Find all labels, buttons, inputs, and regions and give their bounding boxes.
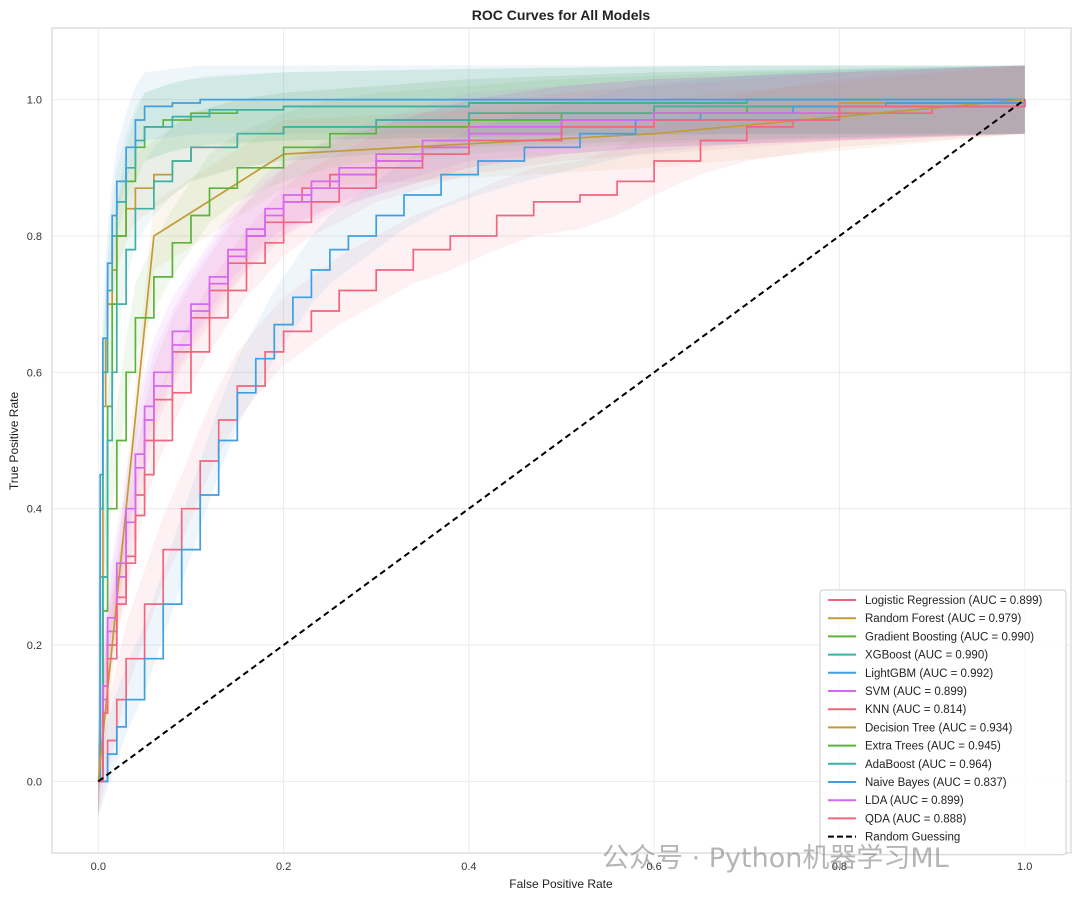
series-line [98, 99, 1026, 783]
series-band [98, 65, 1025, 816]
x-tick-label: 0.8 [832, 861, 847, 873]
series-band [98, 65, 1025, 816]
series-line [98, 99, 1026, 783]
legend-label: Decision Tree (AUC = 0.934) [865, 722, 1012, 734]
series-line [98, 98, 1025, 783]
y-tick-label: 0.4 [27, 504, 42, 516]
x-tick-label: 0.0 [91, 861, 106, 873]
y-tick-label: 0.6 [27, 367, 42, 379]
x-tick-label: 0.4 [461, 861, 476, 873]
legend-label: Extra Trees (AUC = 0.945) [865, 741, 1001, 753]
legend-label: LightGBM (AUC = 0.992) [865, 668, 993, 680]
series-line [98, 99, 1026, 783]
series-line [98, 99, 1026, 783]
y-tick-label: 1.0 [27, 95, 42, 107]
x-tick-label: 0.2 [276, 861, 291, 873]
y-tick-labels: 0.0 0.2 0.4 0.6 0.8 1.0 [27, 95, 42, 789]
series-line [98, 98, 1025, 783]
y-tick-label: 0.0 [27, 776, 42, 788]
legend-label: Logistic Regression (AUC = 0.899) [865, 595, 1043, 607]
y-tick-label: 0.8 [27, 231, 42, 243]
legend-label: XGBoost (AUC = 0.990) [865, 650, 988, 662]
series-line-random-guessing [97, 98, 1026, 783]
legend-label: Random Forest (AUC = 0.979) [865, 613, 1021, 625]
x-axis-label: False Positive Rate [509, 877, 613, 891]
series-band [98, 65, 1025, 816]
legend-label: Random Guessing [865, 832, 960, 844]
series-line [98, 99, 1026, 783]
legend-box [819, 589, 1067, 856]
legend-label: AdaBoost (AUC = 0.964) [865, 759, 992, 771]
legend-label: QDA (AUC = 0.888) [865, 813, 966, 825]
x-tick-label: 1.0 [1017, 861, 1032, 873]
series-band [98, 65, 1025, 816]
x-tick-label: 0.6 [646, 861, 661, 873]
legend-label: SVM (AUC = 0.899) [865, 686, 967, 698]
series-band [98, 65, 1025, 816]
legend-label: LDA (AUC = 0.899) [865, 795, 964, 807]
watermark: 公众号 · Python机器学习ML [602, 843, 949, 874]
chart-title: ROC Curves for All Models [472, 7, 651, 23]
roc-lines [97, 98, 1026, 783]
legend-label: Naive Bayes (AUC = 0.837) [865, 777, 1007, 789]
series-band [98, 65, 1025, 816]
y-axis-label: True Positive Rate [7, 392, 21, 491]
legend: Logistic Regression (AUC = 0.899) Random … [819, 589, 1067, 856]
x-tick-labels: 0.0 0.2 0.4 0.6 0.8 1.0 [91, 861, 1033, 873]
legend-label: KNN (AUC = 0.814) [865, 704, 966, 716]
y-tick-label: 0.2 [27, 640, 42, 652]
legend-label: Gradient Boosting (AUC = 0.990) [865, 631, 1034, 643]
